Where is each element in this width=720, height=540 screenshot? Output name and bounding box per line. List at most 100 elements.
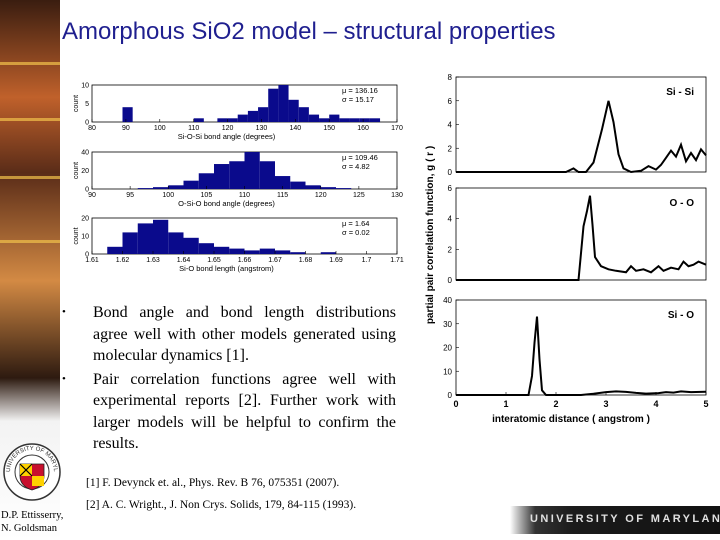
y-tick-label: 0: [448, 168, 453, 177]
y-axis-label: count: [73, 95, 80, 112]
bullet-text: Bond angle and bond length distributions…: [93, 304, 396, 364]
x-tick-label: 1.71: [390, 257, 404, 264]
y-tick-label: 40: [443, 296, 452, 305]
panel-label: Si - Si: [666, 87, 694, 98]
si-o-si-angle-histogram: 80 90 100 110 120 130 140 150 160 170 0 5 10 Si-O-Si …: [73, 83, 403, 142]
y-tick-label: 20: [81, 168, 89, 175]
y-tick-label: 30: [443, 320, 452, 329]
histogram-bar: [258, 107, 269, 122]
x-tick-label: 100: [154, 125, 166, 132]
x-tick-label: 4: [653, 399, 658, 409]
x-tick-label: 150: [323, 125, 335, 132]
histogram-panel: 80 90 100 110 120 130 140 150 160 1700510Si-O-Si …: [73, 83, 404, 274]
histogram-bar: [153, 219, 169, 254]
x-tick-label: 0: [453, 399, 458, 409]
x-tick-label: 3: [603, 399, 608, 409]
histogram-bar: [183, 237, 199, 254]
y-tick-label: 0: [85, 252, 89, 259]
x-tick-label: 170: [391, 125, 403, 132]
x-axis-label: O-Si-O bond angle (degrees): [178, 199, 275, 208]
x-tick-label: 1.61: [85, 257, 99, 264]
histogram-bar: [122, 232, 138, 254]
histogram-bar: [308, 114, 320, 122]
histogram-bar: [247, 110, 259, 122]
histogram-bar: [278, 85, 289, 122]
y-tick-label: 4: [448, 215, 453, 224]
x-tick-label: 1.62: [116, 257, 130, 264]
histogram-bar: [122, 107, 133, 122]
y-tick-label: 0: [85, 120, 89, 127]
histogram-bar: [244, 152, 260, 189]
histogram-bar: [305, 185, 321, 189]
y-axis-label: count: [73, 162, 80, 179]
y-tick-label: 2: [448, 144, 453, 153]
y-tick-label: 5: [85, 101, 89, 108]
x-tick-label: 1.67: [268, 257, 282, 264]
stat-label: σ = 0.02: [342, 228, 370, 237]
y-tick-label: 20: [81, 216, 89, 223]
y-tick-label: 2: [448, 245, 453, 254]
stat-label: μ = 1.64: [342, 219, 369, 228]
author-line: D.P. Ettisserry,: [1, 510, 64, 521]
x-tick-label: 90: [122, 125, 130, 132]
x-tick-label: 1.68: [299, 257, 313, 264]
gr-subplot: 0 10 20 30 40 Si - O: [443, 296, 707, 400]
y-tick-label: 0: [85, 187, 89, 194]
histogram-bar: [336, 188, 352, 189]
bullet-dot: •: [62, 306, 66, 318]
stat-label: μ = 109.46: [342, 153, 378, 162]
histogram-bar: [268, 88, 279, 122]
x-tick-label: 120: [222, 125, 234, 132]
histogram-bar: [217, 118, 228, 122]
histogram-bar: [183, 180, 199, 189]
footer-bar: [510, 506, 720, 534]
histogram-bar: [275, 250, 291, 254]
x-tick-label: 140: [289, 125, 301, 132]
histogram-bar: [244, 250, 260, 254]
y-tick-label: 40: [81, 150, 89, 157]
pair-correlation-panel: 0 2 4 6 8 Si - Si 0 2 4 6 O - O 0 10 20 30 40 Si - O 0 1 2 3…: [425, 73, 709, 425]
bullet-list: • Bond angle and bond length distributio…: [62, 302, 396, 455]
reference-item: [1] F. Devynck et. al., Phys. Rev. B 76,…: [86, 477, 340, 489]
y-tick-label: 4: [448, 121, 453, 130]
reference-item: [2] A. C. Wright., J. Non Crys. Solids, …: [86, 499, 357, 511]
y-tick-label: 20: [443, 344, 452, 353]
x-tick-label: 95: [126, 192, 134, 199]
y-tick-label: 6: [448, 184, 453, 193]
histogram-bar: [137, 223, 153, 254]
x-tick-label: 2: [553, 399, 558, 409]
x-tick-label: 1.65: [207, 257, 221, 264]
x-tick-label: 1.63: [146, 257, 160, 264]
histogram-bar: [259, 248, 275, 254]
slide-title: Amorphous SiO2 model – structural proper…: [62, 18, 556, 45]
x-axis-label: Si-O-Si bond angle (degrees): [178, 132, 276, 141]
histogram-bar: [168, 185, 184, 189]
histogram-bar: [153, 187, 169, 189]
y-tick-label: 6: [448, 97, 453, 106]
histogram-bar: [237, 114, 248, 122]
x-tick-label: 1.64: [177, 257, 191, 264]
gr-subplot: 0 2 4 6 O - O: [448, 184, 707, 285]
y-tick-label: 0: [448, 276, 453, 285]
x-axis-label: interatomic distance ( angstrom ): [492, 414, 650, 425]
x-tick-label: 80: [88, 125, 96, 132]
x-tick-label: 160: [357, 125, 369, 132]
y-tick-label: 10: [443, 367, 452, 376]
histogram-bar: [369, 118, 381, 122]
histogram-bar: [275, 176, 291, 189]
bullet-text: Pair correlation functions agree well wi…: [93, 370, 396, 453]
histogram-bar: [214, 164, 230, 189]
histogram-bar: [198, 243, 214, 254]
histogram-bar: [320, 252, 336, 254]
histogram-bar: [214, 246, 230, 254]
panel-label: O - O: [670, 198, 695, 209]
x-tick-label: 120: [315, 192, 327, 199]
y-tick-label: 10: [81, 234, 89, 241]
histogram-bar: [290, 252, 306, 254]
stat-label: σ = 4.82: [342, 162, 370, 171]
bullet-item: • Bond angle and bond length distributio…: [62, 302, 396, 367]
gr-curve: [456, 100, 707, 174]
x-tick-label: 110: [188, 125, 199, 132]
histogram-bar: [349, 118, 360, 122]
histogram-bar: [229, 248, 245, 254]
